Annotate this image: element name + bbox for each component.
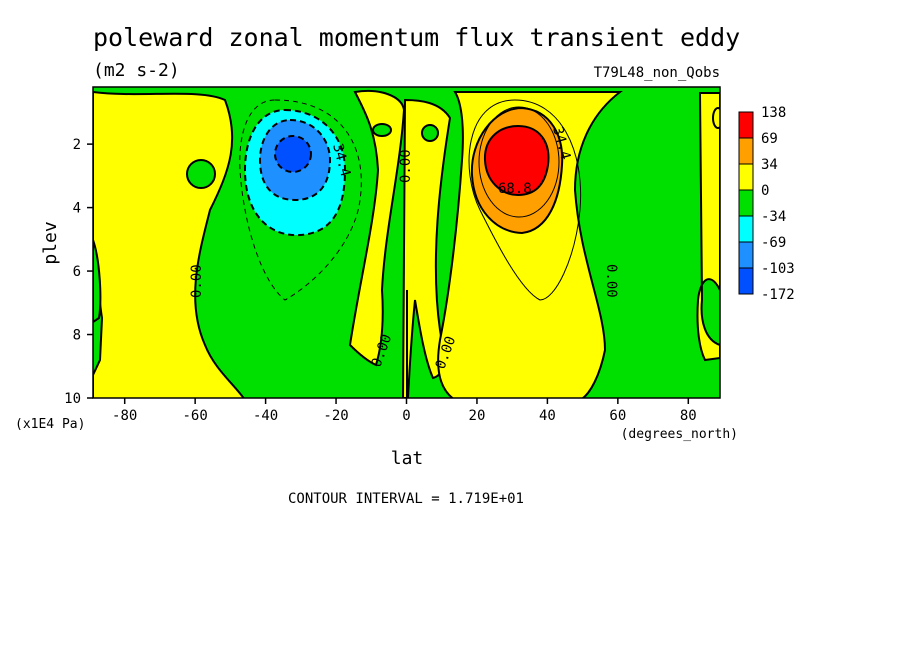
legend-label: -103: [761, 261, 795, 277]
run-label: T79L48_non_Qobs: [594, 65, 720, 81]
positive-region-central: [348, 90, 406, 367]
negative-cell-central: [372, 123, 392, 137]
legend-swatch: [738, 163, 754, 191]
legend-label: 69: [761, 131, 778, 147]
positive-cell-69: [483, 124, 550, 197]
x-tick-label: 40: [539, 408, 556, 424]
negative-cell-equator: [421, 124, 439, 142]
legend-swatch: [738, 267, 754, 295]
y-axis: 2 4 6 8 10: [64, 137, 93, 407]
contour-interval-note: CONTOUR INTERVAL = 1.719E+01: [288, 491, 524, 507]
x-tick-label: -40: [253, 408, 278, 424]
contour-line-north-outer: [468, 99, 582, 301]
contour-line-south-outer: [239, 99, 362, 301]
negative-cell-far-west: [186, 159, 216, 189]
y-axis-title: plev: [40, 221, 61, 264]
legend-swatch: [738, 215, 754, 243]
y-tick-label: 10: [64, 391, 81, 407]
contour-label: 0.00: [189, 264, 205, 298]
legend-swatch: [738, 241, 754, 269]
positive-region-far-east: [696, 92, 720, 362]
legend-swatch: [738, 137, 754, 165]
x-tick-label: -80: [112, 408, 137, 424]
x-tick-label: 60: [609, 408, 626, 424]
x-axis: -80 -60 -40 -20 0 20 40 60 80: [112, 398, 697, 424]
legend-label: 34: [761, 157, 778, 173]
negative-cell-west-edge: [93, 239, 102, 324]
x-tick-label: 80: [680, 408, 697, 424]
negative-cell-core: [274, 135, 312, 173]
y-tick-label: 6: [73, 264, 81, 280]
x-tick-label: -20: [323, 408, 348, 424]
contour-label: 0.00: [603, 264, 619, 298]
x-tick-label: 0: [402, 408, 410, 424]
legend-label: 138: [761, 105, 786, 121]
legend-label: -69: [761, 235, 786, 251]
contour-line-north-inner: [478, 106, 560, 218]
legend-swatch: [738, 111, 754, 139]
legend-swatch: [738, 189, 754, 217]
x-tick-label: 20: [469, 408, 486, 424]
chart-title: poleward zonal momentum flux transient e…: [93, 23, 740, 52]
chart-units: (m2 s-2): [93, 60, 180, 81]
y-tick-label: 4: [73, 201, 81, 217]
positive-cell-east-top: [712, 107, 720, 129]
contour-label: 68.8: [498, 181, 532, 197]
x-tick-label: -60: [183, 408, 208, 424]
y-tick-label: 8: [73, 328, 81, 344]
x-axis-title: lat: [391, 448, 424, 469]
x-unit-label: (degrees_north): [621, 427, 738, 442]
contour-label: 0.00: [398, 149, 414, 183]
legend-label: 0: [761, 183, 769, 199]
y-tick-label: 2: [73, 137, 81, 153]
legend-label: -34: [761, 209, 786, 225]
y-unit-label: (x1E4 Pa): [15, 417, 85, 432]
legend-label: -172: [761, 287, 795, 303]
positive-region-equator: [401, 98, 452, 398]
color-legend: 138 69 34 0 -34 -69 -103 -172: [738, 105, 795, 303]
